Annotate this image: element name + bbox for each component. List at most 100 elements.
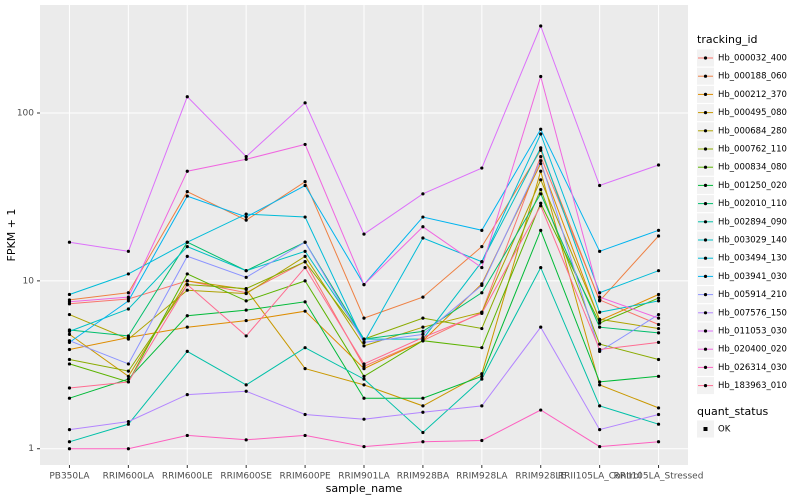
- point: [303, 300, 307, 304]
- y-tick-label: 100: [17, 109, 34, 119]
- point: [656, 292, 661, 297]
- point: [598, 380, 602, 384]
- legend-label: Hb_011053_030: [718, 327, 787, 337]
- point: [421, 325, 425, 329]
- legend-label: Hb_003029_140: [718, 236, 787, 246]
- point: [539, 187, 543, 192]
- point: [362, 383, 366, 387]
- point: [67, 396, 72, 400]
- point: [303, 142, 307, 147]
- x-tick-label: PB350LA: [49, 472, 90, 482]
- point: [362, 364, 366, 368]
- x-tick-label: RRII105LA_Control: [558, 472, 641, 482]
- point: [244, 275, 248, 279]
- point: [126, 377, 130, 381]
- legend-label: Hb_000684_280: [718, 126, 787, 136]
- point: [539, 159, 543, 163]
- point: [539, 24, 543, 28]
- point: [67, 292, 72, 297]
- point: [362, 316, 366, 320]
- legend-point: [703, 347, 708, 351]
- point: [185, 95, 189, 99]
- point: [656, 422, 661, 426]
- legend-label: Hb_000032_400: [718, 54, 787, 64]
- point: [539, 204, 543, 208]
- legend-label: Hb_000495_080: [718, 108, 787, 118]
- legend-point: [703, 384, 708, 388]
- point: [598, 295, 602, 299]
- point: [539, 132, 543, 136]
- legend-point: [703, 311, 708, 315]
- point: [598, 291, 602, 295]
- legend-label: Hb_007576_150: [718, 308, 787, 318]
- legend-point: [703, 165, 708, 169]
- point: [362, 417, 366, 421]
- point: [67, 300, 72, 304]
- point: [244, 308, 248, 312]
- legend-point: [703, 202, 708, 206]
- point: [244, 154, 248, 159]
- point: [303, 309, 307, 313]
- legend-label: Hb_002010_110: [718, 199, 787, 209]
- point: [362, 367, 366, 371]
- legend-title: tracking_id: [697, 33, 758, 46]
- point: [303, 215, 307, 219]
- x-tick-label: RRIM600LA: [103, 472, 155, 482]
- point: [185, 272, 189, 276]
- point: [362, 362, 366, 366]
- legend-point: [703, 111, 708, 115]
- point: [67, 440, 72, 444]
- point: [421, 225, 425, 229]
- point: [539, 154, 543, 159]
- point: [421, 295, 425, 299]
- point: [67, 428, 72, 432]
- point: [185, 169, 189, 173]
- y-tick-label: 10: [23, 276, 35, 286]
- legend-label: Hb_001250_020: [718, 181, 787, 191]
- point: [421, 335, 425, 340]
- point: [362, 374, 366, 378]
- point: [185, 240, 189, 244]
- point: [67, 329, 72, 334]
- point: [67, 362, 72, 366]
- point: [67, 240, 72, 244]
- point: [480, 326, 484, 331]
- point: [303, 254, 307, 258]
- point: [480, 311, 484, 316]
- point: [656, 228, 661, 232]
- point: [656, 299, 661, 303]
- point: [480, 377, 484, 381]
- y-tick-label: 1: [28, 444, 34, 454]
- legend-point: [703, 74, 708, 78]
- point: [480, 260, 484, 264]
- point: [656, 340, 661, 344]
- point: [598, 321, 602, 325]
- point: [421, 215, 425, 219]
- point: [126, 299, 130, 303]
- point: [656, 374, 661, 378]
- point: [185, 288, 189, 292]
- point: [244, 334, 248, 338]
- point: [67, 339, 72, 343]
- point: [362, 232, 366, 236]
- legend-label: Hb_005914_210: [718, 290, 787, 300]
- point: [598, 347, 602, 352]
- point: [539, 325, 543, 329]
- legend-label: Hb_183963_010: [718, 381, 787, 391]
- point: [539, 127, 543, 131]
- point: [480, 404, 484, 408]
- point: [598, 317, 602, 321]
- point: [244, 286, 248, 291]
- point: [480, 166, 484, 170]
- point: [421, 316, 425, 320]
- point: [126, 272, 130, 276]
- point: [185, 314, 189, 318]
- point: [244, 438, 248, 442]
- legend-point: [703, 256, 708, 260]
- point: [656, 234, 661, 238]
- legend-point: [703, 147, 708, 151]
- point: [126, 249, 130, 253]
- point: [244, 218, 248, 222]
- point: [656, 357, 661, 362]
